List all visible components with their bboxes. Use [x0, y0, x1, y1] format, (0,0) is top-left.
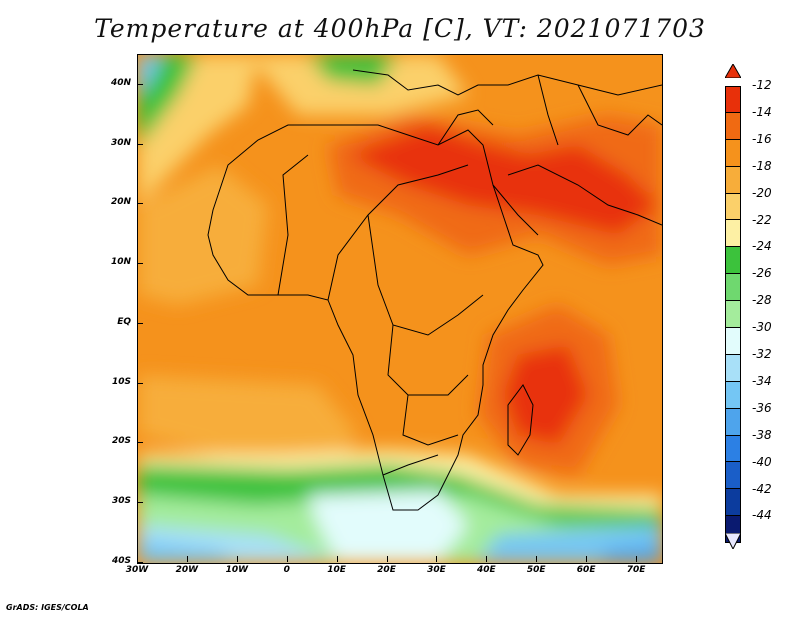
lon-label: 50E: [526, 565, 546, 575]
lon-tick: [386, 556, 388, 562]
colorbar-segment: [725, 220, 741, 248]
lat-tick: [137, 143, 143, 145]
lon-label: 30E: [427, 565, 446, 575]
lon-label: 20E: [377, 565, 396, 575]
lon-tick: [286, 556, 288, 562]
colorbar: [725, 64, 741, 544]
colorbar-label: -34: [752, 373, 772, 388]
colorbar-label: -12: [752, 78, 772, 92]
lat-tick: [137, 562, 143, 563]
lat-tick: [137, 263, 143, 265]
colorbar-label: -30: [752, 320, 772, 335]
lon-label: 60E: [576, 565, 596, 575]
colorbar-label: -40: [752, 454, 772, 469]
colorbar-label: -28: [752, 293, 772, 308]
lat-label: 10N: [110, 257, 131, 268]
lon-tick: [137, 556, 138, 562]
lat-tick: [137, 502, 143, 504]
colorbar-label: -44: [752, 508, 772, 523]
lat-tick: [137, 203, 143, 205]
colorbar-segment: [725, 112, 741, 140]
lat-label: 30S: [111, 496, 131, 507]
lon-tick: [336, 556, 338, 562]
temperature-field: [138, 55, 662, 563]
lon-label: 70E: [626, 565, 646, 575]
lat-label: 20N: [110, 197, 131, 208]
colorbar-segment: [725, 381, 741, 409]
colorbar-segment: [725, 139, 741, 167]
colorbar-label: -26: [752, 266, 772, 281]
lon-tick: [536, 556, 538, 562]
lon-tick: [586, 556, 588, 562]
lat-label: 10S: [111, 376, 131, 387]
colorbar-segment: [725, 462, 741, 490]
colorbar-segment: [725, 166, 741, 194]
colorbar-label: -24: [752, 239, 772, 254]
colorbar-label: -14: [752, 104, 772, 119]
colorbar-label: -42: [752, 481, 772, 496]
lon-label: 10W: [225, 565, 249, 575]
temperature-map: [137, 54, 663, 564]
lat-tick: [137, 382, 143, 384]
lon-tick: [436, 556, 438, 562]
colorbar-label: -22: [752, 212, 772, 227]
lat-tick: [137, 322, 143, 324]
colorbar-segment: [725, 354, 741, 382]
colorbar-segment: [725, 86, 741, 113]
lat-label: 40S: [111, 556, 131, 566]
lon-label: 0: [283, 565, 290, 575]
colorbar-label: -32: [752, 347, 772, 361]
colorbar-segment: [725, 301, 741, 329]
lon-tick: [486, 556, 488, 562]
colorbar-bottom-arrow: [725, 533, 741, 549]
lat-tick: [137, 442, 143, 444]
lon-label: 40E: [476, 565, 496, 575]
colorbar-label: -36: [752, 400, 772, 415]
lat-label: 20S: [111, 436, 131, 447]
colorbar-segment: [725, 328, 741, 355]
coastline: [207, 69, 662, 511]
colorbar-label: -18: [752, 158, 772, 173]
colorbar-segment: [725, 435, 741, 463]
colorbar-label: -20: [752, 185, 772, 200]
credit-text: GrADS: IGES/COLA: [6, 603, 89, 612]
lon-label: 30W: [125, 565, 149, 575]
lon-label: 20W: [175, 565, 199, 575]
colorbar-segment: [725, 408, 741, 436]
lon-label: 10E: [327, 565, 346, 575]
colorbar-segment: [725, 247, 741, 275]
lon-tick: [636, 556, 638, 562]
lon-tick: [236, 556, 238, 562]
lat-label: 40N: [110, 77, 131, 88]
colorbar-segment: [725, 193, 741, 221]
colorbar-label: -38: [752, 427, 772, 442]
colorbar-top-arrow: [725, 64, 741, 78]
colorbar-segment: [725, 489, 741, 517]
lon-tick: [186, 556, 188, 562]
lat-tick: [137, 83, 143, 85]
map-title: Temperature at 400hPa [C], VT: 202107170…: [94, 14, 706, 43]
colorbar-segment: [725, 274, 741, 302]
lat-label: EQ: [117, 316, 131, 327]
lat-label: 30N: [110, 137, 131, 148]
colorbar-label: -16: [752, 131, 772, 146]
